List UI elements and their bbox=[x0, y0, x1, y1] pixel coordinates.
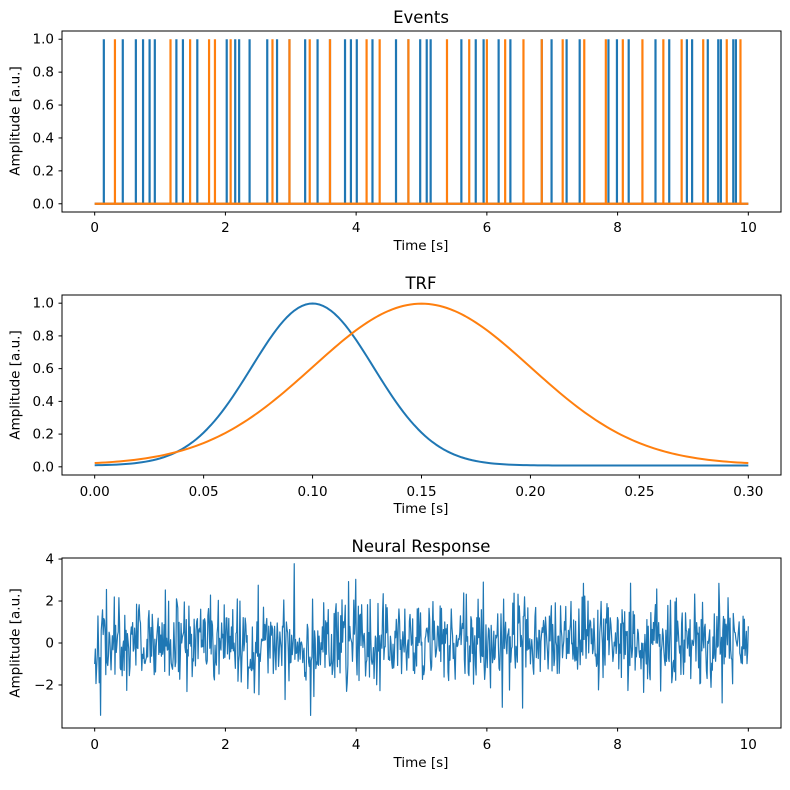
y-tick-label: 4 bbox=[45, 552, 54, 568]
y-tick-label: 0.0 bbox=[33, 459, 54, 475]
y-tick-label: 0.8 bbox=[33, 328, 54, 344]
subplot-trf: 0.00 0.05 0.10 0.15 0.20 0.25 0.30 0.0 0.2 0.4 0.6… bbox=[33, 294, 782, 500]
x-tick-label: 0.20 bbox=[515, 484, 545, 500]
x-tick-label: 10 bbox=[740, 220, 757, 236]
y-tick-label: 1.0 bbox=[33, 296, 54, 312]
x-tick-label: 8 bbox=[613, 220, 622, 236]
x-tick-label: 0 bbox=[90, 737, 99, 753]
subplot-events: 0 2 4 6 8 10 0.0 0.2 0.4 0.6 0.8 1.0 bbox=[33, 30, 782, 236]
x-axis-label-trf: Time [s] bbox=[393, 501, 449, 517]
x-tick-label: 0.15 bbox=[406, 484, 436, 500]
trf-kernel-2-curve bbox=[94, 302, 749, 465]
x-tick-label: 8 bbox=[613, 737, 622, 753]
x-tick-label: 0.25 bbox=[624, 484, 654, 500]
y-tick-label: 0 bbox=[45, 636, 54, 652]
y-ticks-events: 0.0 0.2 0.4 0.6 0.8 1.0 bbox=[33, 32, 62, 212]
x-tick-label: 6 bbox=[483, 737, 492, 753]
event-train-1-impulses bbox=[102, 39, 737, 204]
x-tick-label: 2 bbox=[221, 737, 230, 753]
x-tick-label: 0.05 bbox=[189, 484, 219, 500]
event-train-2-impulses bbox=[113, 39, 742, 204]
y-ticks-trf: 0.0 0.2 0.4 0.6 0.8 1.0 bbox=[33, 296, 62, 475]
trf-kernel-1-curve bbox=[94, 302, 749, 467]
x-tick-label: 4 bbox=[352, 737, 361, 753]
x-tick-label: 0.30 bbox=[733, 484, 763, 500]
y-tick-label: 0.2 bbox=[33, 427, 54, 443]
y-tick-label: 0.6 bbox=[33, 361, 54, 377]
axes-frame-trf bbox=[61, 294, 782, 476]
x-tick-label: 6 bbox=[483, 220, 492, 236]
y-tick-label: −2 bbox=[34, 677, 54, 693]
response-signal-trace bbox=[94, 563, 749, 717]
series-group-neural-response bbox=[94, 563, 749, 717]
series-group-events bbox=[94, 39, 749, 205]
y-tick-label: 0.4 bbox=[33, 394, 54, 410]
x-tick-label: 0.10 bbox=[298, 484, 328, 500]
subplot-title-events: Events bbox=[393, 8, 449, 27]
x-ticks-events: 0 2 4 6 8 10 bbox=[90, 212, 757, 236]
y-tick-label: 0.6 bbox=[33, 98, 54, 114]
y-tick-label: 0.8 bbox=[33, 65, 54, 81]
y-tick-label: 1.0 bbox=[33, 32, 54, 48]
axes-frame-events bbox=[61, 30, 782, 213]
y-ticks-neural-response: −2 0 2 4 bbox=[34, 552, 62, 693]
x-tick-label: 0.00 bbox=[80, 484, 110, 500]
x-tick-label: 10 bbox=[740, 737, 757, 753]
y-axis-label-neural-response: Amplitude [a.u.] bbox=[7, 588, 24, 698]
y-tick-label: 0.2 bbox=[33, 163, 54, 179]
y-axis-label-trf: Amplitude [a.u.] bbox=[7, 330, 24, 440]
y-tick-label: 0.0 bbox=[33, 196, 54, 212]
x-axis-label-events: Time [s] bbox=[393, 238, 449, 254]
x-tick-label: 0 bbox=[90, 220, 99, 236]
x-tick-label: 4 bbox=[352, 220, 361, 236]
series-group-trf bbox=[94, 302, 749, 467]
y-axis-label-events: Amplitude [a.u.] bbox=[7, 66, 24, 176]
x-tick-label: 2 bbox=[221, 220, 230, 236]
y-tick-label: 0.4 bbox=[33, 130, 54, 146]
y-tick-label: 2 bbox=[45, 594, 54, 610]
x-axis-label-neural-response: Time [s] bbox=[393, 755, 449, 771]
subplot-title-trf: TRF bbox=[405, 274, 437, 293]
x-ticks-neural-response: 0 2 4 6 8 10 bbox=[90, 728, 757, 753]
subplot-neural-response: 0 2 4 6 8 10 −2 0 2 4 bbox=[34, 552, 782, 753]
x-ticks-trf: 0.00 0.05 0.10 0.15 0.20 0.25 0.30 bbox=[80, 475, 763, 500]
subplot-title-neural-response: Neural Response bbox=[351, 537, 491, 556]
